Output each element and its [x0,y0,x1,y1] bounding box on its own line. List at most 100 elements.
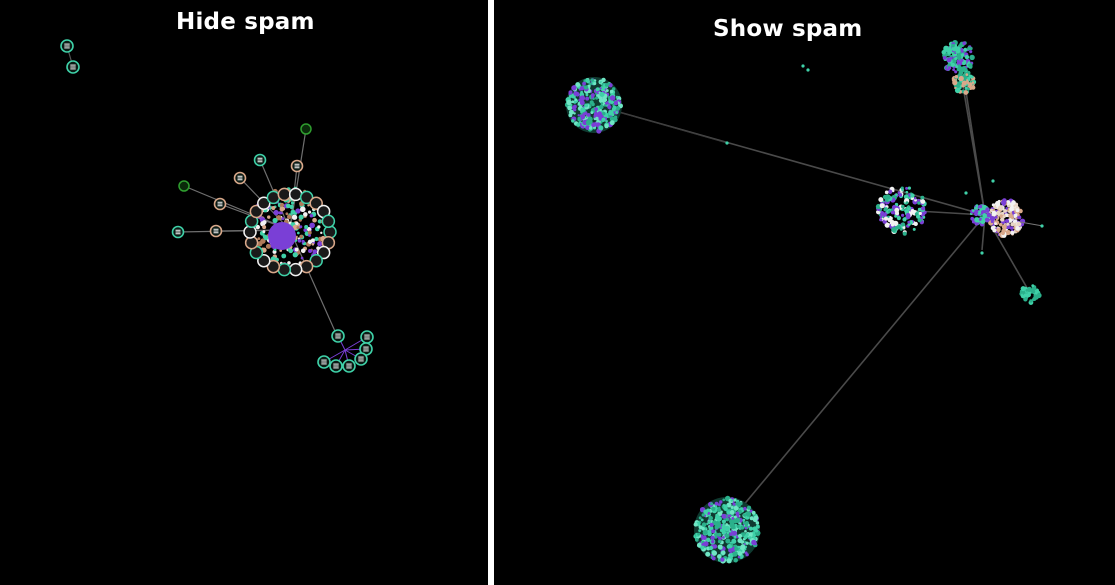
spam-cluster-node [961,53,965,57]
spam-cluster-node [579,95,586,101]
edge [1019,221,1044,227]
spam-cluster-node [920,199,926,204]
spam-cluster-node [968,82,973,87]
spam-cluster-node [714,501,719,506]
spam-cluster-node [576,123,581,127]
hub-cluster-node [294,247,299,252]
hub-cluster-node [280,211,283,215]
spam-cluster-node [967,46,972,51]
spam-cluster-node [752,526,758,532]
hub-ring-node [257,253,271,268]
hub-cluster-node [1002,215,1006,219]
hub-cluster-node [312,249,318,255]
spam-cluster-node [608,109,614,116]
spam-cluster-node [591,102,595,107]
spam-cluster-node [584,103,589,108]
hub-cluster-node [1001,224,1007,230]
spam-cluster-node [728,548,733,553]
spam-cluster-node [601,111,606,116]
hub-cluster-node [285,203,291,209]
hub-cluster-node [262,225,267,230]
spam-cluster-node [751,510,756,515]
spam-cluster-node [951,43,955,48]
hub-cluster-node [971,209,975,212]
spam-cluster-node [729,522,735,528]
spam-cluster-node [1033,294,1038,298]
spam-cluster-node [592,97,595,101]
spam-cluster-node [597,111,602,116]
hub-cluster-node [975,204,979,208]
spam-cluster-node [737,551,743,556]
spam-cluster-node [726,502,732,508]
spam-cluster-node [708,525,714,531]
spam-cluster-node [726,510,731,515]
hub-ring-node [266,259,281,274]
spam-cluster-node [724,525,730,532]
spam-cluster-node [615,111,619,115]
hub-cluster-node [271,205,276,211]
spam-cluster-node [956,54,962,60]
spam-cluster-node [613,100,619,106]
spam-cluster-node [737,538,743,544]
spam-cluster-node [605,89,609,92]
spam-cluster-node [603,104,607,107]
hub-cluster-node [296,226,300,229]
hub-ring-node [277,262,292,277]
spam-cluster-node [707,520,712,524]
spam-cluster-node [607,104,612,110]
spam-cluster-node [705,537,711,543]
spam-cluster-node [917,218,922,223]
hub-cluster-node [308,248,313,254]
hub-cluster-node [992,228,997,233]
hub-cluster-node [986,212,992,218]
spam-cluster-node [969,50,973,54]
spam-cluster-node [733,498,737,502]
spam-cluster-node [910,193,915,198]
hub-cluster-node [291,214,298,220]
spam-cluster-node [963,47,968,52]
spam-cluster-node [891,227,897,233]
spam-cluster-node [599,91,605,97]
hub-cluster-node [991,210,997,217]
spam-cluster-node [956,88,960,92]
spam-cluster-node [900,186,904,190]
spam-cluster-node [586,113,591,117]
spam-cluster-node [884,190,889,195]
spam-cluster-node [965,73,969,76]
spam-cluster-node [734,523,738,527]
spam-cluster-node [971,81,975,84]
spam-cluster-node [737,545,741,549]
spam-cluster-node [745,532,749,537]
hub-cluster-node [299,206,306,213]
hub-cluster-node [317,219,322,224]
spam-cluster-node [905,201,909,205]
spam-cluster-node [957,65,963,71]
hub-cluster-node [307,204,310,207]
spam-cluster-node [693,522,698,527]
hub-cluster-node [304,224,309,230]
spam-cluster-node [900,204,905,209]
spam-cluster-node [708,545,714,551]
hub-ring-node [299,259,314,274]
hub-core [268,222,296,250]
spam-cluster-node [612,87,616,91]
spam-cluster-node [733,558,738,563]
spam-cluster-node [947,66,952,70]
hub-cluster-node [994,222,997,226]
spam-cluster-node [905,214,911,220]
spam-cluster-node [708,515,714,521]
hub-cluster-node [279,202,285,208]
hub-cluster-node [995,200,1001,206]
hub-cluster-node [989,216,996,222]
hub-ring-node [309,196,323,211]
spam-cluster-node [879,215,883,219]
spam-cluster-node [701,513,705,517]
hub-cluster-node [1006,225,1011,230]
spam-cluster-node [612,103,615,107]
hub-cluster-node [1001,211,1005,215]
spam-cluster-node [724,533,730,539]
hub-cluster-node [982,213,987,218]
spam-cluster-node [1024,296,1028,301]
spam-cluster-node [585,93,589,97]
